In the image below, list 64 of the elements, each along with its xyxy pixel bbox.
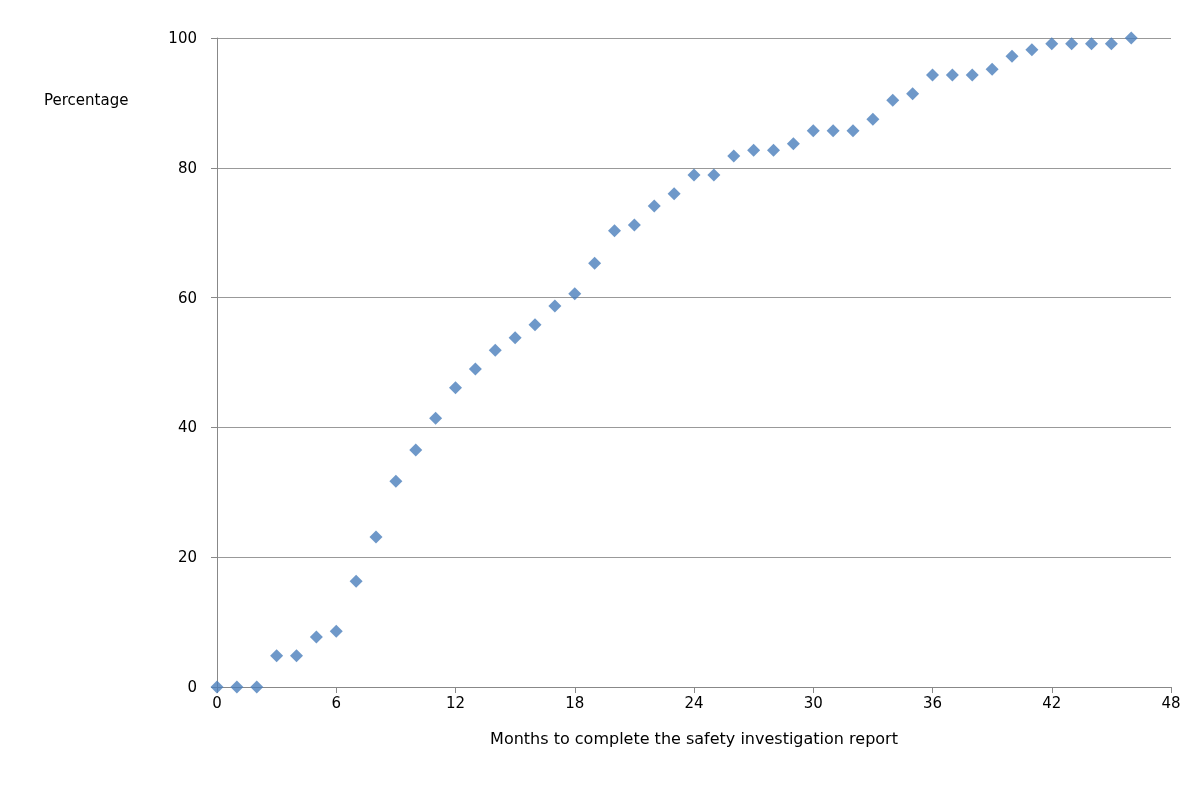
point: [786, 137, 800, 151]
point: [886, 93, 900, 107]
point: [210, 680, 224, 694]
point: [329, 624, 343, 638]
y-tick-label: 0: [187, 678, 197, 696]
point: [409, 443, 423, 457]
point: [389, 474, 403, 488]
point: [608, 224, 621, 238]
x-tick-label: 6: [331, 693, 342, 712]
point: [627, 218, 641, 232]
point: [429, 411, 443, 425]
y-tick-label: 40: [177, 418, 197, 437]
point: [250, 680, 264, 694]
x-tick-label: 24: [684, 693, 704, 712]
x-axis-title: Months to complete the safety investigation report: [490, 728, 898, 748]
point: [1104, 37, 1118, 51]
point: [528, 318, 542, 332]
point: [647, 199, 661, 213]
y-tick-label: 80: [177, 158, 197, 177]
x-tick-label: 48: [1161, 693, 1181, 712]
point: [926, 68, 939, 82]
x-tick-label: 0: [212, 693, 222, 712]
point: [826, 124, 840, 138]
point: [906, 87, 920, 101]
y-tick-label: 100: [168, 29, 197, 47]
x-tick-label: 42: [1042, 693, 1062, 712]
point: [747, 143, 761, 157]
point: [369, 530, 383, 544]
point: [945, 68, 959, 82]
point: [866, 112, 880, 126]
point: [568, 287, 582, 301]
point: [767, 143, 780, 157]
point: [985, 62, 999, 76]
point: [349, 574, 363, 588]
point: [548, 299, 562, 313]
point: [667, 187, 681, 201]
point: [727, 149, 741, 163]
point: [687, 168, 701, 182]
point: [806, 124, 820, 138]
point: [588, 256, 602, 270]
x-tick-label: 30: [803, 693, 823, 712]
point: [965, 68, 979, 82]
y-tick-label: 60: [177, 288, 197, 307]
point: [290, 649, 303, 663]
point: [468, 362, 482, 376]
point: [309, 630, 323, 644]
point: [1025, 43, 1039, 57]
point: [707, 168, 721, 182]
point: [488, 343, 502, 357]
y-tick-label: 20: [177, 548, 197, 567]
point: [508, 331, 522, 345]
x-tick-label: 36: [922, 693, 943, 712]
x-tick-label: 18: [565, 693, 585, 712]
point: [1045, 37, 1059, 51]
point: [846, 124, 860, 138]
point: [1065, 37, 1079, 51]
point: [1085, 37, 1098, 51]
point: [449, 381, 462, 395]
point: [1124, 31, 1138, 45]
point: [270, 649, 284, 663]
y-axis-title: Percentage: [44, 90, 129, 109]
point: [1005, 49, 1019, 63]
x-tick-label: 12: [445, 693, 466, 712]
point: [230, 680, 244, 694]
